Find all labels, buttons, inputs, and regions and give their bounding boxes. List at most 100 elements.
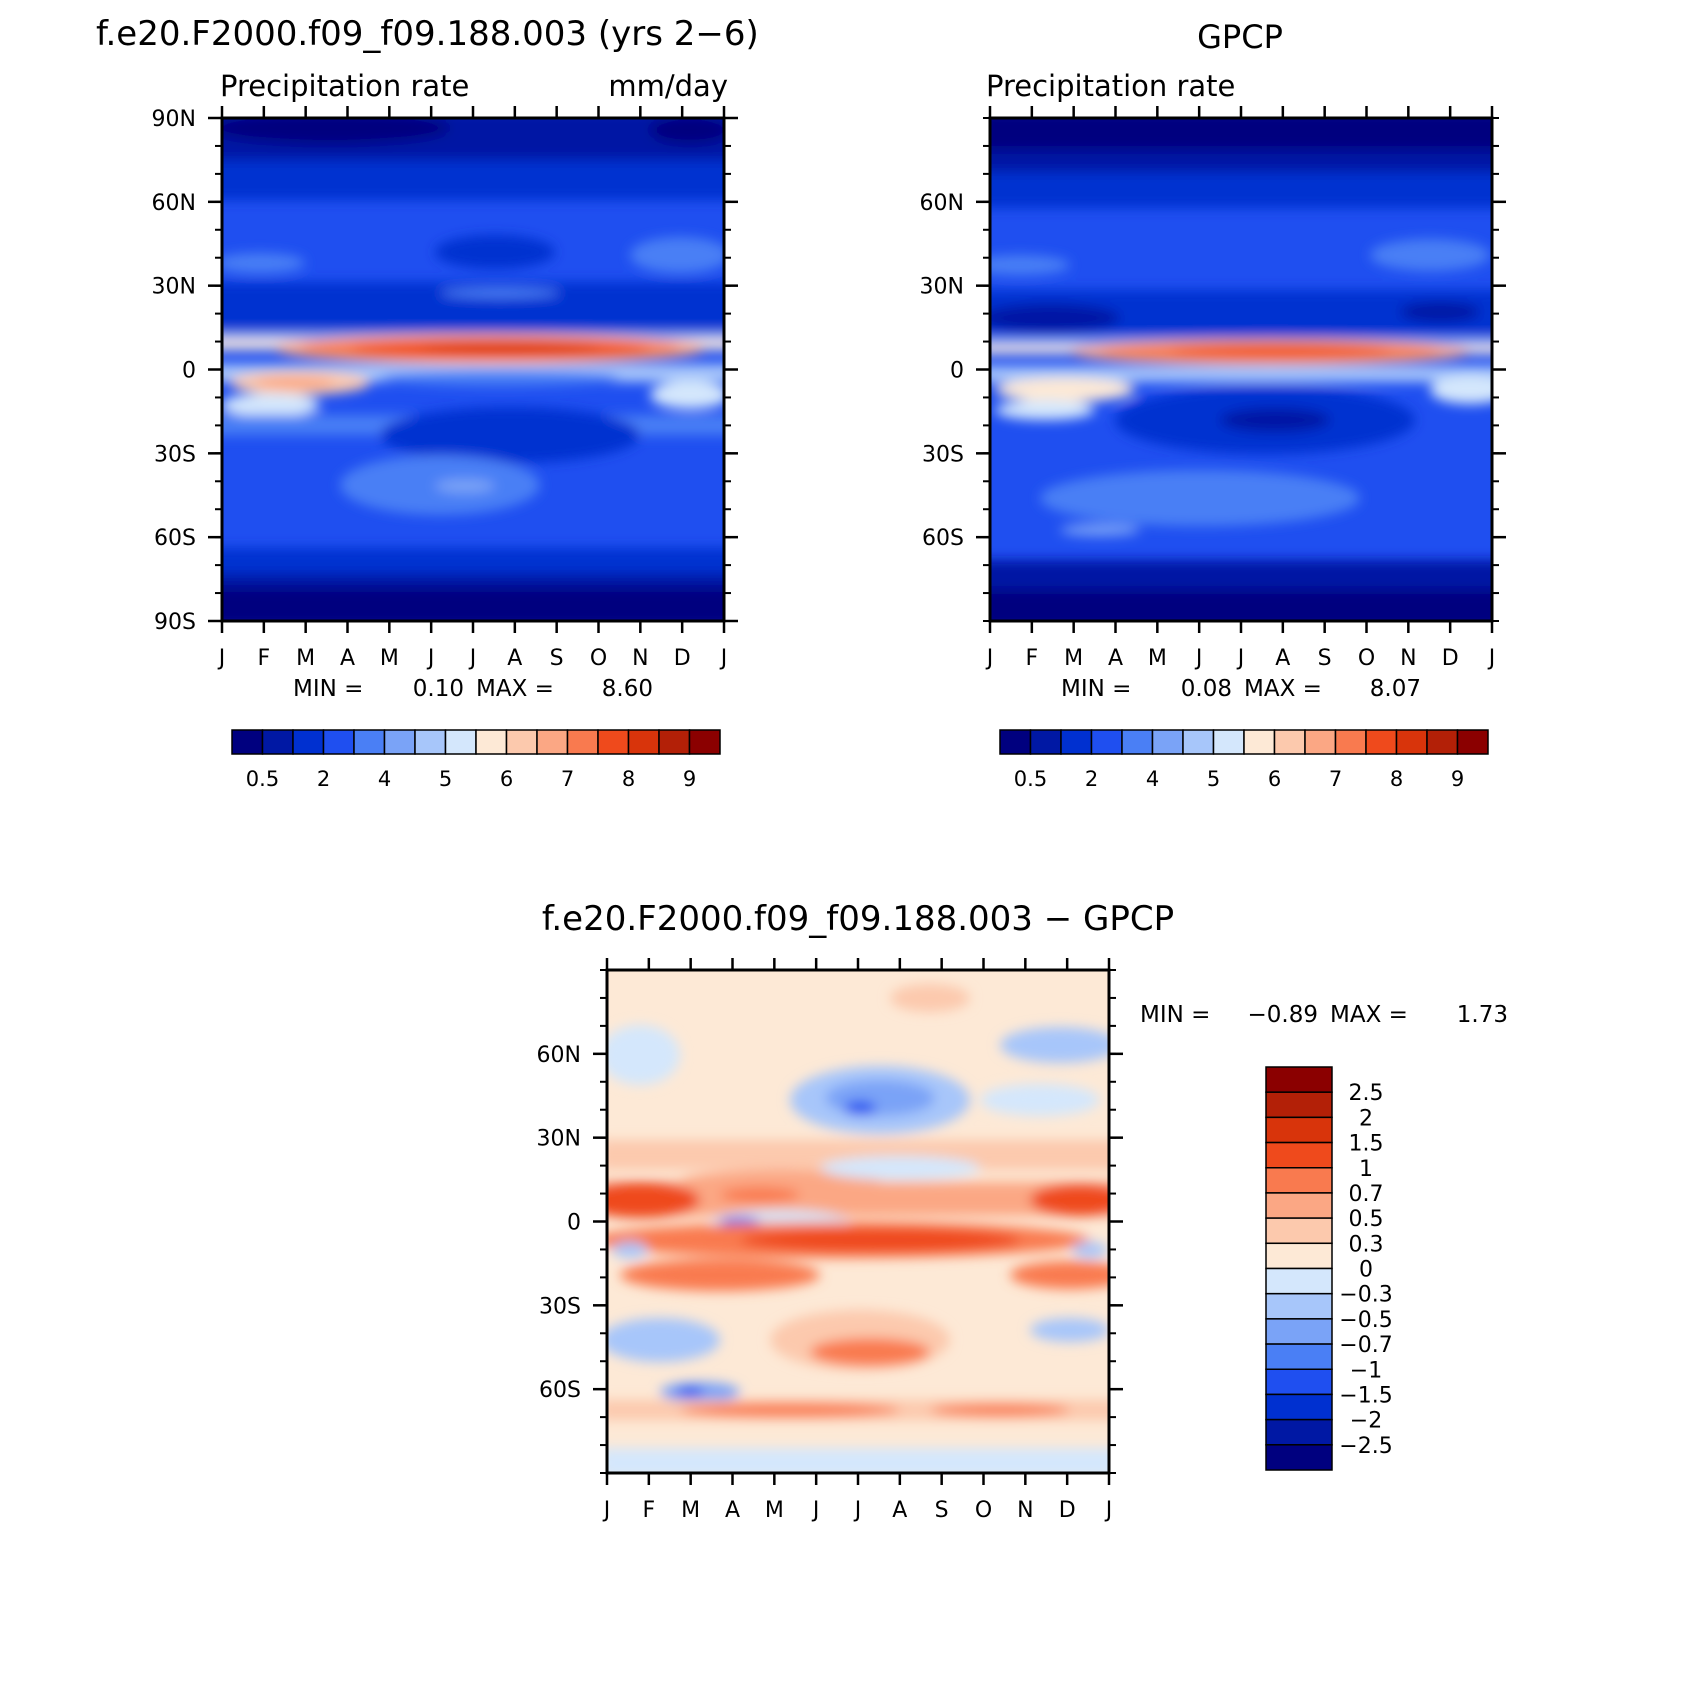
colorbar-swatch bbox=[1265, 1167, 1333, 1194]
panel-model-max-label: MAX = bbox=[476, 676, 554, 702]
colorbar-swatch bbox=[1265, 1267, 1333, 1295]
field-blob bbox=[435, 479, 495, 493]
x-tick-label: J bbox=[719, 646, 728, 671]
x-tick-label: F bbox=[258, 646, 271, 671]
y-tick-label: 0 bbox=[182, 359, 196, 384]
colorbar-swatch bbox=[1265, 1343, 1333, 1370]
colorbar-swatch bbox=[1265, 1444, 1333, 1471]
panel-obs: GPCP Precipitation rate bbox=[920, 18, 1506, 791]
panel-obs-min-value: 0.08 bbox=[1181, 676, 1232, 702]
y-tick-label: 90S bbox=[154, 610, 196, 635]
panel-obs-title: GPCP bbox=[1197, 18, 1283, 56]
field-band bbox=[990, 172, 1492, 208]
colorbar-swatch bbox=[1029, 729, 1062, 755]
field-blob bbox=[810, 1338, 930, 1366]
colorbar-swatch bbox=[1265, 1393, 1333, 1421]
colorbar-swatch bbox=[261, 729, 294, 755]
colorbar-label: −2.5 bbox=[1339, 1434, 1392, 1459]
y-tick-label: 30N bbox=[537, 1127, 581, 1152]
colorbar-swatch bbox=[1090, 729, 1123, 755]
x-tick-label: O bbox=[590, 646, 607, 671]
colorbar-swatch bbox=[1265, 1066, 1333, 1093]
panel-diff-min-label: MIN = bbox=[1140, 1002, 1210, 1028]
panel-diff-max-label: MAX = bbox=[1330, 1002, 1408, 1028]
colorbar-label: −0.5 bbox=[1339, 1308, 1392, 1333]
colorbar-label: 0.3 bbox=[1349, 1232, 1384, 1257]
field-blob bbox=[222, 393, 320, 417]
panel-model-min-value: 0.10 bbox=[413, 676, 464, 702]
colorbar-swatch bbox=[444, 729, 477, 755]
field-blob bbox=[612, 1242, 648, 1258]
colorbar-swatch bbox=[658, 729, 691, 755]
colorbar-label: 6 bbox=[1268, 767, 1281, 791]
colorbar-label: −0.3 bbox=[1339, 1283, 1392, 1308]
colorbar-swatch bbox=[1265, 1242, 1333, 1270]
x-tick-label: M bbox=[681, 1498, 700, 1523]
x-tick-label: M bbox=[380, 646, 399, 671]
colorbar-label: −1.5 bbox=[1339, 1383, 1392, 1408]
x-tick-label: J bbox=[602, 1498, 611, 1523]
x-tick-label: A bbox=[892, 1498, 907, 1523]
y-tick-label: 30N bbox=[152, 275, 196, 300]
field-blob bbox=[1010, 1261, 1109, 1289]
panel-model: f.e20.F2000.f09_f09.188.003 (yrs 2−6) Pr… bbox=[96, 14, 759, 791]
x-tick-label: S bbox=[1318, 646, 1332, 671]
colorbar-swatch bbox=[353, 729, 386, 755]
colorbar-label: 5 bbox=[439, 767, 452, 791]
colorbar-swatch bbox=[231, 729, 264, 755]
colorbar-swatch bbox=[1273, 729, 1306, 755]
colorbar-label: 8 bbox=[1390, 767, 1403, 791]
field-blob bbox=[380, 370, 620, 386]
panel-model-field bbox=[222, 118, 724, 621]
colorbar-swatch bbox=[1265, 1368, 1333, 1396]
colorbar-label: −0.7 bbox=[1339, 1333, 1392, 1358]
colorbar-label: 9 bbox=[1451, 767, 1464, 791]
x-tick-label: J bbox=[468, 646, 477, 671]
field-blob bbox=[980, 1084, 1100, 1116]
colorbar-swatch bbox=[1365, 729, 1398, 755]
field-blob bbox=[650, 381, 724, 409]
x-tick-label: J bbox=[1236, 646, 1245, 671]
x-tick-label: M bbox=[1148, 646, 1167, 671]
panel-model-colorbar: 0.5 2 4 5 6 7 8 9 bbox=[231, 729, 721, 791]
colorbar-swatch bbox=[1243, 729, 1276, 755]
y-tick-label: 0 bbox=[567, 1211, 581, 1236]
field-blob bbox=[1400, 302, 1480, 322]
field-band bbox=[607, 1448, 1109, 1473]
panel-diff-colorbar: 2.521.510.70.50.30−0.3−0.5−0.7−1−1.5−2−2… bbox=[1265, 1066, 1393, 1471]
y-tick-label: 60S bbox=[922, 526, 964, 551]
colorbar-swatch bbox=[1121, 729, 1154, 755]
x-tick-label: J bbox=[1194, 646, 1203, 671]
colorbar-swatch bbox=[1060, 729, 1093, 755]
y-tick-label: 60N bbox=[537, 1043, 581, 1068]
colorbar-swatch bbox=[688, 729, 721, 755]
colorbar-swatch bbox=[566, 729, 599, 755]
field-blob bbox=[1430, 376, 1492, 404]
y-tick-label: 60N bbox=[920, 191, 964, 216]
field-blob bbox=[1370, 239, 1490, 271]
colorbar-label: −2 bbox=[1350, 1409, 1382, 1434]
colorbar-label: 0.5 bbox=[246, 767, 279, 791]
field-band bbox=[990, 150, 1492, 176]
field-blob bbox=[1072, 1242, 1108, 1258]
colorbar-swatch bbox=[322, 729, 355, 755]
y-tick-label: 30S bbox=[539, 1294, 581, 1319]
x-tick-label: A bbox=[1275, 646, 1290, 671]
colorbar-label: 1 bbox=[1359, 1157, 1373, 1182]
colorbar-swatch bbox=[999, 729, 1032, 755]
panel-obs-field bbox=[990, 118, 1492, 621]
field-blob bbox=[222, 253, 305, 273]
colorbar-label: 2 bbox=[1359, 1106, 1373, 1131]
panel-diff: f.e20.F2000.f09_f09.188.003 − GPCP bbox=[537, 899, 1508, 1523]
panel-model-subtitle-left: Precipitation rate bbox=[220, 69, 469, 103]
colorbar-swatch bbox=[1151, 729, 1184, 755]
field-blob bbox=[676, 1387, 704, 1397]
panel-diff-title: f.e20.F2000.f09_f09.188.003 − GPCP bbox=[542, 899, 1174, 939]
colorbar-swatch bbox=[1265, 1141, 1333, 1169]
colorbar-swatch bbox=[1212, 729, 1245, 755]
field-blob bbox=[222, 118, 450, 144]
x-tick-label: F bbox=[1026, 646, 1039, 671]
panel-model-title: f.e20.F2000.f09_f09.188.003 (yrs 2−6) bbox=[96, 14, 759, 54]
